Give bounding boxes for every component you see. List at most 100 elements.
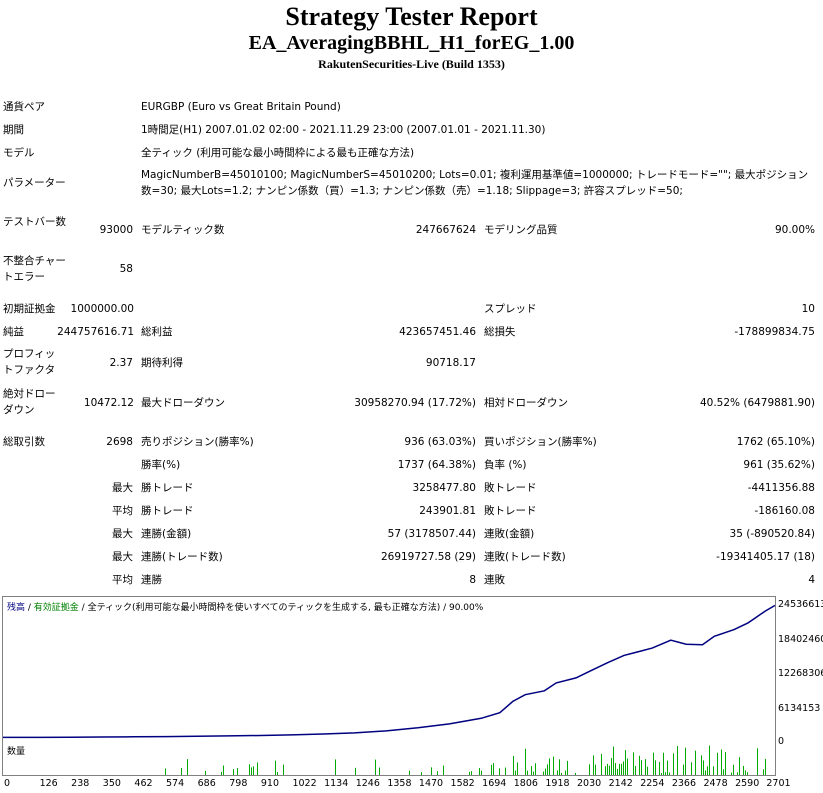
symbol-label: 通貨ペア <box>3 101 45 113</box>
volume-bar <box>355 767 356 775</box>
expected-label: 期待利得 <box>141 357 183 369</box>
x-tick-label: 0 <box>4 778 11 789</box>
volume-bar <box>491 764 492 775</box>
volume-bar <box>645 759 646 775</box>
volume-bar <box>701 755 702 775</box>
volume-bar <box>553 756 554 775</box>
volume-legend: 数量 <box>7 747 26 757</box>
volume-bar <box>575 772 576 775</box>
volume-bar <box>549 758 550 775</box>
volume-bar <box>605 766 606 775</box>
volume-bar <box>615 763 616 775</box>
volume-bar <box>543 771 544 775</box>
volume-bar <box>655 760 656 775</box>
volume-bar <box>559 759 560 775</box>
cons-wins-cnt-value: 26919727.58 (29) <box>380 551 476 563</box>
volume-bar <box>431 767 432 775</box>
volume-bar <box>713 766 714 775</box>
trades-value: 2698 <box>106 436 133 448</box>
volume-bar <box>547 764 548 775</box>
volume-bar <box>607 763 608 775</box>
winpct-value: 1737 (64.38%) <box>397 459 476 471</box>
x-tick-label: 1582 <box>450 778 475 789</box>
volume-bar <box>717 752 718 775</box>
spread-label: スプレッド <box>484 303 537 315</box>
volume-bar <box>565 770 566 775</box>
volume-bar <box>561 772 562 775</box>
max-loss-label: 敗トレード <box>484 482 537 494</box>
volume-bar <box>469 771 470 775</box>
volume-bar <box>609 765 610 775</box>
volume-bar <box>641 760 642 775</box>
quality-value: 90.00% <box>774 224 815 236</box>
volume-bar <box>187 759 188 775</box>
avg-cons-wins-label: 連勝 <box>141 574 162 586</box>
volume-bar <box>515 770 516 775</box>
trades-label: 総取引数 <box>3 436 45 448</box>
volume-bar <box>627 758 628 775</box>
volume-bar <box>763 769 764 775</box>
volume-chart: 数量 <box>2 743 776 776</box>
x-tick-label: 350 <box>102 778 121 789</box>
y-tick-label: 6134153 <box>778 702 821 714</box>
volume-bar <box>707 766 708 775</box>
cons-wins-cnt-label: 連勝(トレード数) <box>141 551 223 563</box>
legend-equity: 有効証拠金 <box>33 603 79 613</box>
volume-bar <box>621 763 622 775</box>
cons-losses-cnt-value: -19341405.17 (18) <box>716 551 815 563</box>
volume-bar <box>665 772 666 775</box>
volume-bar <box>165 768 166 775</box>
volume-bar <box>493 763 494 775</box>
volume-bar <box>499 768 500 775</box>
losspct-label: 負率 (%) <box>484 459 527 471</box>
volume-bar <box>251 767 252 775</box>
volume-bar <box>533 771 534 775</box>
max-win-label: 勝トレード <box>141 482 194 494</box>
gross-loss-label: 総損失 <box>484 326 516 338</box>
volume-bar <box>619 763 620 775</box>
x-tick-label: 1806 <box>513 778 538 789</box>
x-tick-label: 1134 <box>324 778 349 789</box>
volume-bar <box>275 760 276 775</box>
volume-bar <box>667 760 668 775</box>
volume-bar <box>737 772 738 775</box>
x-tick-label: 1358 <box>387 778 412 789</box>
avg-cons-losses-value: 4 <box>808 574 815 586</box>
y-tick-label: 0 <box>778 736 785 747</box>
avg-win-value: 243901.81 <box>419 505 476 517</box>
gross-loss-value: -178899834.75 <box>734 326 815 338</box>
volume-bar <box>233 769 234 775</box>
period-label: 期間 <box>3 124 24 136</box>
volume-bar <box>669 772 670 775</box>
volume-bar <box>617 768 618 775</box>
balance-plot <box>3 604 775 739</box>
volume-bar <box>673 753 674 775</box>
volume-bar <box>635 765 636 775</box>
avg-label-2: 平均 <box>112 574 133 586</box>
x-tick-label: 126 <box>39 778 58 789</box>
max-label-3: 最大 <box>112 551 133 563</box>
volume-bar <box>757 748 758 775</box>
volume-bar <box>765 758 766 775</box>
volume-bar <box>601 753 602 775</box>
mismatch-label: 不整合チャートエラー <box>3 255 66 283</box>
gross-profit-label: 総利益 <box>141 326 173 338</box>
server-info: RakutenSecurities-Live (Build 1353) <box>318 57 505 71</box>
avg-label-1: 平均 <box>112 505 133 517</box>
volume-bar <box>223 765 224 775</box>
volume-bar <box>625 750 626 775</box>
quality-label: モデリング品質 <box>484 224 558 236</box>
volume-bar <box>663 752 664 775</box>
volume-bar <box>443 765 444 775</box>
spread-value: 10 <box>801 303 815 315</box>
losspct-value: 961 (35.62%) <box>743 459 815 471</box>
y-tick-label: 12268306 <box>778 668 823 680</box>
volume-bar <box>479 768 480 775</box>
volume-bar <box>257 762 258 775</box>
ea-name: EA_AveragingBBHL_H1_forEG_1.00 <box>248 32 575 54</box>
volume-bar <box>181 767 182 775</box>
y-tick-label: 18402460 <box>778 633 823 645</box>
volume-bar <box>611 758 612 775</box>
balance-line <box>3 604 775 739</box>
x-tick-label: 798 <box>229 778 248 789</box>
